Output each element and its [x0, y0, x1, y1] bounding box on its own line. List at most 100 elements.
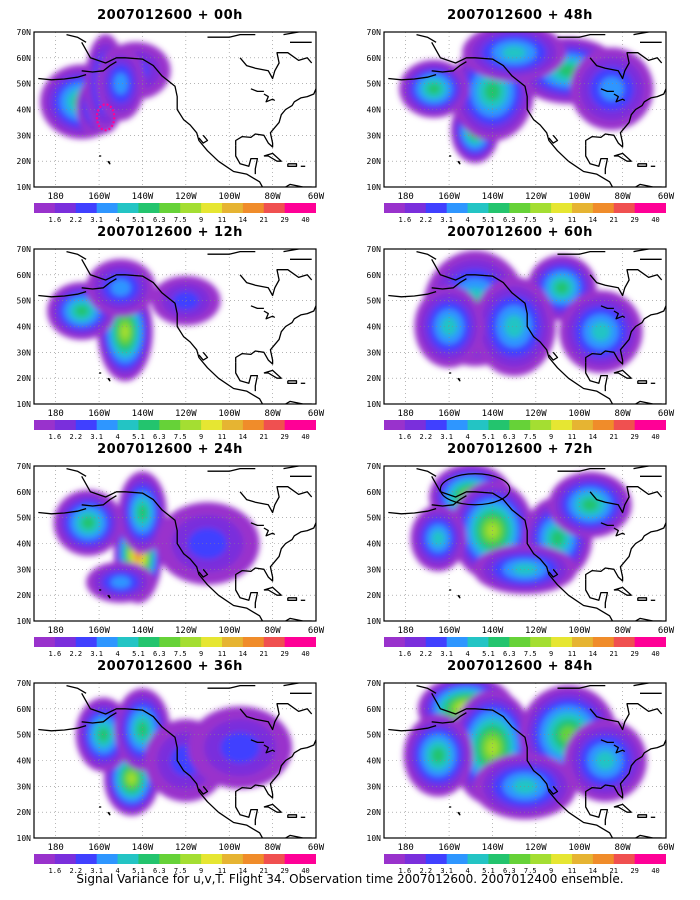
colorbar-label: 2.2	[69, 216, 82, 224]
coastline	[239, 486, 313, 514]
x-tick-label: 160W	[88, 843, 110, 853]
colorbar-swatch	[634, 203, 657, 213]
colorbar-label: 5.1	[482, 433, 495, 441]
colorbar-swatch	[96, 203, 119, 213]
colorbar-label: 21	[260, 216, 268, 224]
colorbar-label: 3.1	[90, 433, 103, 441]
coastline	[207, 33, 256, 38]
colorbar-label: 7.5	[524, 216, 537, 224]
y-tick-label: 20N	[367, 374, 382, 383]
variance-map: 10N 20N 30N 40N 50N 60N 70N 180 160W 140W 120W 100W…	[17, 28, 325, 224]
y-tick-label: 70N	[17, 245, 32, 254]
coastline	[613, 369, 632, 379]
colorbar-swatch	[54, 203, 77, 213]
y-tick-label: 50N	[17, 297, 32, 306]
colorbar-label: 29	[630, 867, 638, 875]
colorbar-swatch	[54, 637, 77, 647]
variance-contour-5-4	[512, 778, 538, 794]
x-tick-label: 80W	[264, 626, 281, 636]
coastline	[388, 507, 437, 515]
coastline	[431, 712, 467, 724]
y-tick-label: 40N	[367, 106, 382, 115]
colorbar-label: 3.1	[440, 867, 453, 875]
y-tick-label: 10N	[367, 400, 382, 409]
colorbar-swatch	[180, 854, 202, 864]
colorbar-swatch	[572, 854, 594, 864]
coastline	[38, 507, 87, 515]
y-tick-label: 60N	[17, 271, 32, 280]
x-tick-label: 120W	[525, 192, 547, 202]
colorbar-label: 14	[589, 216, 597, 224]
variance-contour-2-4	[504, 315, 524, 338]
variance-contour-4-4	[431, 530, 445, 546]
colorbar-swatch	[592, 854, 615, 864]
map-panel-12h: 2007012600 + 12h 10N 20N 30N 40N 50N 60N 70N 180…	[0, 225, 340, 441]
colorbar-swatch	[305, 203, 316, 213]
y-tick-label: 40N	[17, 540, 32, 549]
coastline	[81, 712, 117, 724]
coastline	[585, 305, 666, 365]
colorbar-swatch	[180, 420, 202, 430]
map-frame	[383, 31, 667, 188]
coastline	[250, 88, 264, 93]
colorbar-swatch	[34, 203, 56, 213]
variance-contour-1-5	[484, 81, 501, 102]
colorbar-label: 9	[199, 867, 203, 875]
colorbar-swatch	[138, 637, 160, 647]
x-tick-label: 100W	[218, 843, 240, 853]
colorbar-label: 9	[199, 650, 203, 658]
coastline	[250, 522, 264, 527]
coastline	[431, 258, 614, 404]
colorbar-swatch	[180, 637, 202, 647]
y-tick-label: 10N	[17, 617, 32, 626]
colorbar-label: 21	[260, 867, 268, 875]
map-frame	[383, 682, 667, 839]
colorbar-label: 14	[239, 867, 247, 875]
x-tick-label: 180	[398, 843, 414, 853]
figure-caption: Signal Variance for u,v,T. Flight 34. Ob…	[76, 872, 624, 886]
y-tick-label: 40N	[17, 106, 32, 115]
coastline	[263, 744, 276, 754]
colorbar-label: 6.3	[153, 867, 166, 875]
variance-contour-2-5	[81, 516, 95, 530]
coastline	[613, 744, 626, 754]
y-tick-label: 70N	[367, 245, 382, 254]
colorbar-label: 29	[280, 433, 288, 441]
coastline	[198, 351, 209, 361]
y-tick-label: 30N	[17, 131, 32, 140]
coastline	[457, 377, 461, 382]
colorbar-label: 6.3	[153, 433, 166, 441]
panel-title: 2007012600 + 84h	[447, 659, 593, 674]
y-tick-label: 40N	[17, 757, 32, 766]
colorbar-swatch	[551, 203, 573, 213]
colorbar-label: 3.1	[90, 650, 103, 658]
colorbar-label: 4	[115, 433, 119, 441]
coastline	[263, 803, 282, 813]
x-tick-label: 160W	[438, 409, 460, 419]
coastline	[637, 380, 648, 384]
colorbar-label: 4	[115, 867, 119, 875]
colorbar-swatch	[530, 854, 552, 864]
coastline	[81, 495, 117, 507]
colorbar-swatch	[159, 203, 181, 213]
coastline	[457, 594, 461, 599]
x-tick-label: 120W	[525, 409, 547, 419]
map-frame	[33, 248, 317, 405]
coastline	[235, 362, 259, 392]
colorbar-swatch	[551, 637, 573, 647]
colorbar-swatch	[34, 637, 56, 647]
coastline	[81, 692, 264, 838]
y-tick-label: 60N	[17, 705, 32, 714]
y-tick-label: 50N	[17, 514, 32, 523]
coastline	[263, 93, 276, 103]
y-tick-label: 60N	[367, 488, 382, 497]
colorbar-swatch	[180, 203, 202, 213]
coastline	[613, 93, 626, 103]
colorbar-swatch	[96, 637, 119, 647]
x-tick-label: 140W	[132, 626, 154, 636]
colorbar-swatch	[305, 420, 316, 430]
coastline	[585, 362, 609, 392]
colorbar-label: 6.3	[153, 650, 166, 658]
coastline	[107, 594, 111, 599]
colorbar-label: 7.5	[524, 650, 537, 658]
